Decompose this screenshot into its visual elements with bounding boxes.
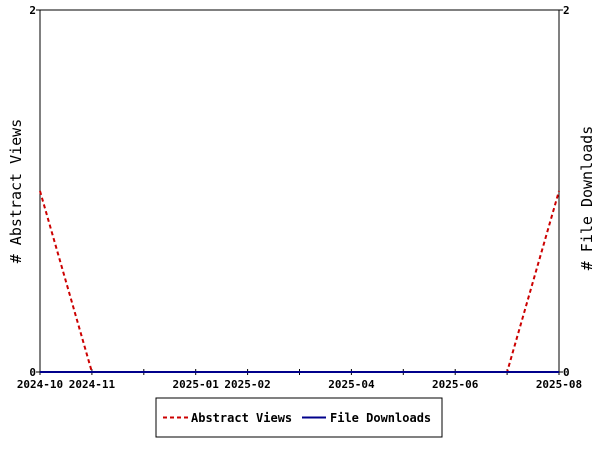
x-tick-label: 2024-10 [17, 378, 63, 391]
x-tick-label: 2025-08 [536, 378, 582, 391]
series-lines [39, 190, 560, 373]
legend-box [155, 397, 443, 438]
y-axis-title-right: # File Downloads [578, 126, 596, 271]
x-tick-label: 2025-01 [173, 378, 220, 391]
y-axis-labels: 0 2 0 2 [29, 4, 569, 379]
x-tick-label: 2025-04 [328, 378, 375, 391]
x-tick-label: 2025-06 [432, 378, 479, 391]
x-tick-label: 2024-11 [69, 378, 116, 391]
legend-label-abstract-views: Abstract Views [191, 411, 292, 425]
legend: Abstract Views File Downloads [155, 397, 443, 438]
y-tick-label-left: 0 [29, 366, 36, 379]
y-tick-label-right: 0 [563, 366, 570, 379]
y-tick-label-right: 2 [563, 4, 570, 17]
y-axis-title-left: # Abstract Views [7, 119, 25, 264]
x-axis-labels: 2024-10 2024-11 2025-01 2025-02 2025-04 2025-… [17, 378, 582, 391]
legend-label-file-downloads: File Downloads [330, 411, 431, 425]
y-tick-label-left: 2 [29, 4, 36, 17]
x-tick-label: 2025-02 [224, 378, 270, 391]
plot-area [39, 9, 560, 373]
